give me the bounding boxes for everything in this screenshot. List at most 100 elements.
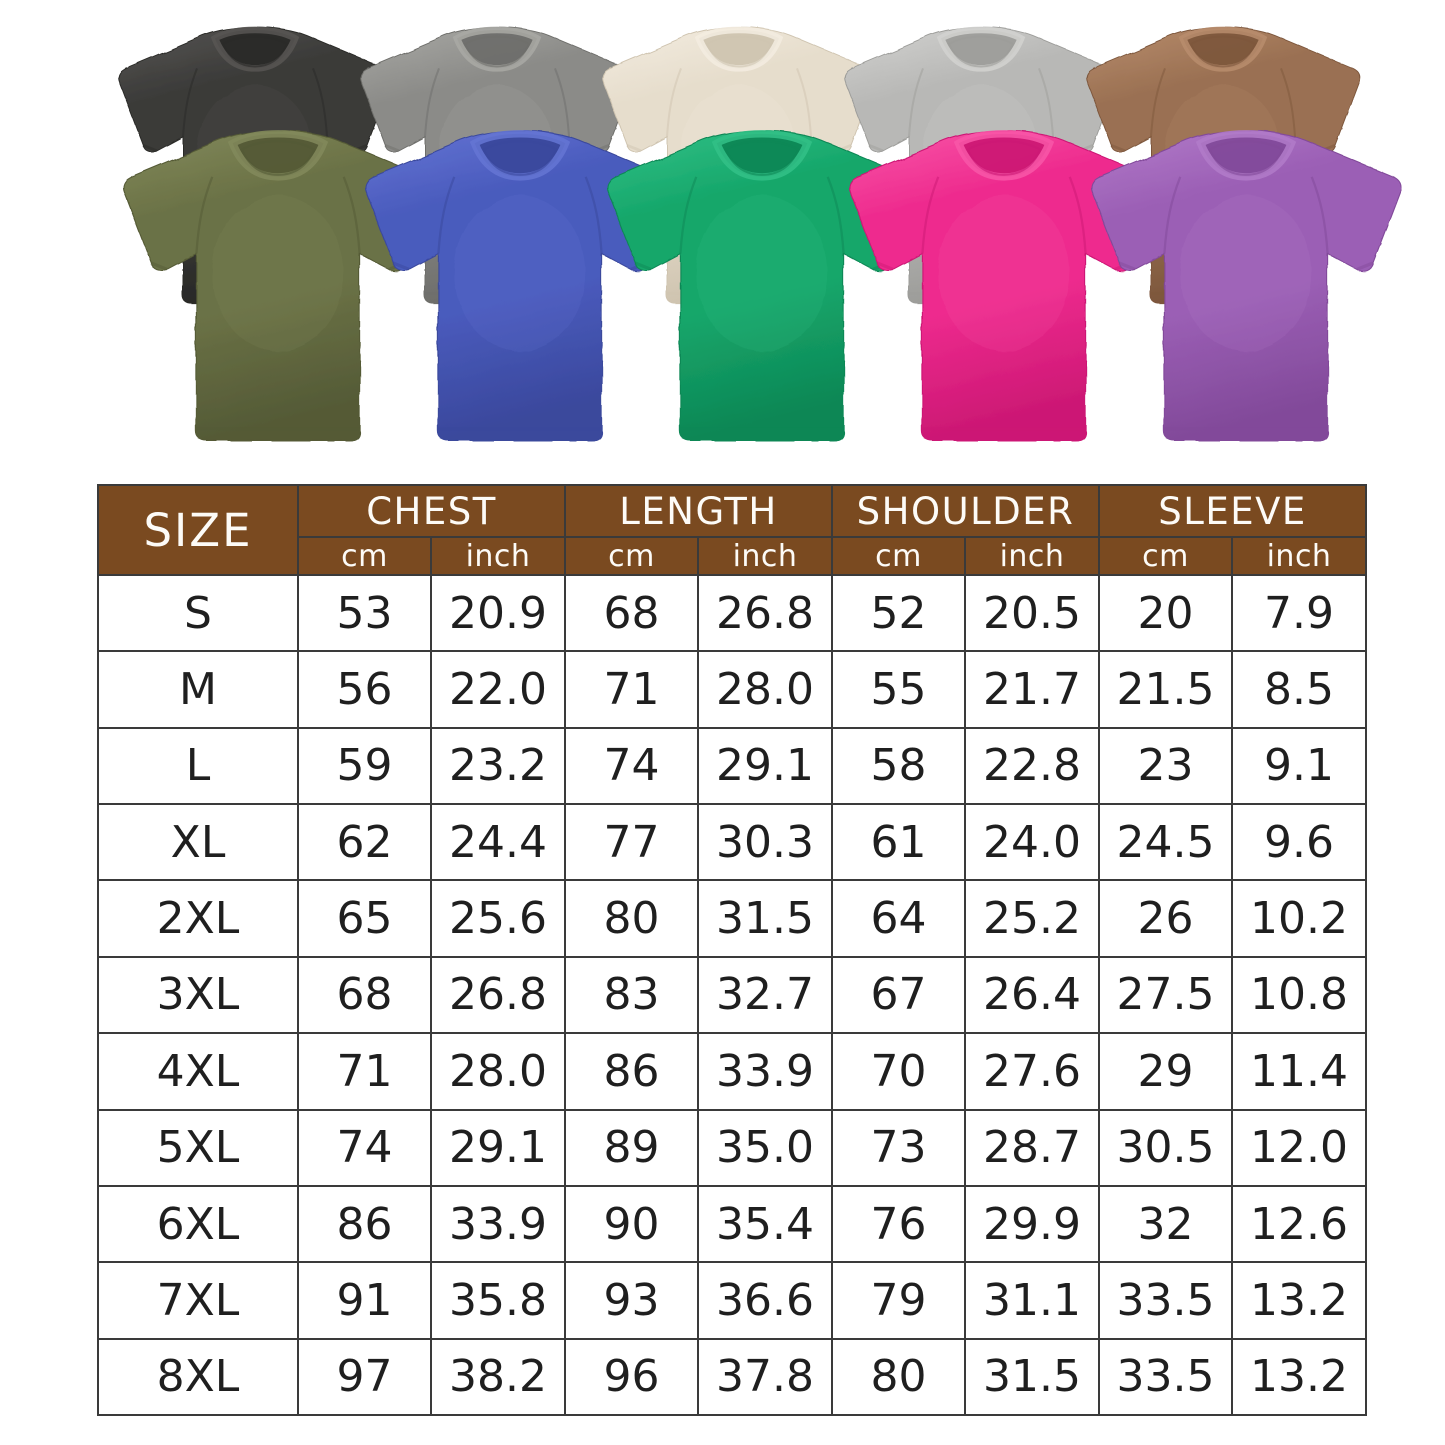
measurement-cell: 35.8: [430, 1261, 566, 1340]
measurement-cell: 70: [831, 1032, 967, 1111]
table-row: L 59 23.2 74 29.1 58 22.8 23 9.1: [97, 726, 1368, 806]
header-unit-shoulder-cm: cm: [831, 536, 967, 576]
header-group-row: SIZE CHEST LENGTH SHOULDER SLEEVE: [97, 484, 1368, 576]
size-cell: 8XL: [97, 1337, 299, 1417]
measurement-cell: 93: [564, 1261, 699, 1340]
table-body: S 53 20.9 68 26.8 52 20.5 20 7.9 M 56 22.0 71 28.0 55 2…: [97, 573, 1368, 1417]
measurement-cell: 26.8: [430, 955, 566, 1035]
header-group-shoulder: SHOULDER: [831, 484, 1101, 538]
measurement-cell: 10.2: [1231, 879, 1368, 958]
measurement-cell: 28.0: [696, 650, 834, 729]
measurement-cell: 52: [831, 573, 967, 653]
measurement-cell: 21.5: [1098, 650, 1234, 729]
measurement-cell: 23: [1098, 726, 1234, 806]
measurement-cell: 33.9: [430, 1184, 566, 1264]
measurement-cell: 33.5: [1098, 1337, 1234, 1417]
measurement-cell: 9.1: [1231, 726, 1368, 806]
measurement-cell: 20: [1098, 573, 1234, 653]
measurement-cell: 13.2: [1231, 1261, 1368, 1340]
measurement-cell: 71: [297, 1032, 432, 1111]
purple-tshirt: [1076, 116, 1416, 452]
size-cell: XL: [97, 803, 299, 882]
measurement-cell: 29.1: [696, 726, 834, 806]
size-cell: 7XL: [97, 1261, 299, 1340]
table-row: 6XL 86 33.9 90 35.4 76 29.9 32 12.6: [97, 1184, 1368, 1264]
measurement-cell: 37.8: [696, 1337, 834, 1417]
size-cell: 3XL: [97, 955, 299, 1035]
measurement-cell: 26.4: [964, 955, 1101, 1035]
header-unit-sleeve-cm: cm: [1098, 536, 1234, 576]
measurement-cell: 80: [564, 879, 699, 958]
measurement-cell: 27.5: [1098, 955, 1234, 1035]
olive-green-tshirt: [108, 116, 448, 452]
measurement-cell: 80: [831, 1337, 967, 1417]
measurement-cell: 13.2: [1231, 1337, 1368, 1417]
table-row: 7XL 91 35.8 93 36.6 79 31.1 33.5 13.2: [97, 1261, 1368, 1340]
header-group-length: LENGTH: [563, 484, 834, 538]
measurement-cell: 12.6: [1231, 1184, 1368, 1264]
vintage-acid-wash-tshirt-gallery: [0, 0, 1445, 465]
emerald-green-tshirt: [592, 116, 932, 452]
table-row: 5XL 74 29.1 89 35.0 73 28.7 30.5 12.0: [97, 1108, 1368, 1187]
measurement-cell: 86: [297, 1184, 432, 1264]
table-row: 4XL 71 28.0 86 33.9 70 27.6 29 11.4: [97, 1032, 1368, 1111]
measurement-cell: 97: [297, 1337, 432, 1417]
measurement-cell: 68: [297, 955, 432, 1035]
measurement-cell: 22.8: [964, 726, 1101, 806]
header-unit-row: cm inch cm inch cm inch cm inch: [98, 536, 1368, 576]
table-row: M 56 22.0 71 28.0 55 21.7 21.5 8.5: [97, 650, 1368, 729]
measurement-cell: 32: [1098, 1184, 1234, 1264]
measurement-cell: 32.7: [696, 955, 834, 1035]
measurement-cell: 30.3: [696, 803, 834, 882]
measurement-cell: 64: [831, 879, 967, 958]
measurement-cell: 8.5: [1231, 650, 1368, 729]
header-group-sleeve: SLEEVE: [1098, 484, 1368, 538]
size-chart-table-wrapper: SIZE CHEST LENGTH SHOULDER SLEEVE cm inc…: [97, 484, 1368, 1417]
measurement-cell: 25.6: [430, 879, 566, 958]
measurement-cell: 9.6: [1231, 803, 1368, 882]
measurement-cell: 58: [831, 726, 967, 806]
measurement-cell: 25.2: [964, 879, 1101, 958]
measurement-cell: 89: [564, 1108, 699, 1187]
measurement-cell: 7.9: [1231, 573, 1368, 653]
size-cell: 6XL: [97, 1184, 299, 1264]
table-row: 2XL 65 25.6 80 31.5 64 25.2 26 10.2: [97, 879, 1368, 958]
measurement-cell: 24.5: [1098, 803, 1234, 882]
measurement-cell: 96: [564, 1337, 699, 1417]
header-unit-shoulder-inch: inch: [964, 536, 1101, 576]
measurement-cell: 90: [564, 1184, 699, 1264]
size-cell: S: [97, 573, 299, 653]
header-unit-length-cm: cm: [564, 536, 699, 576]
measurement-cell: 23.2: [430, 726, 566, 806]
measurement-cell: 56: [297, 650, 432, 729]
measurement-cell: 59: [297, 726, 432, 806]
table-row: XL 62 24.4 77 30.3 61 24.0 24.5 9.6: [97, 803, 1368, 882]
measurement-cell: 83: [564, 955, 699, 1035]
measurement-cell: 29.1: [430, 1108, 566, 1187]
header-group-chest: CHEST: [297, 484, 566, 538]
measurement-cell: 91: [297, 1261, 432, 1340]
table-row: 8XL 97 38.2 96 37.8 80 31.5 33.5 13.2: [97, 1337, 1368, 1417]
measurement-cell: 28.0: [430, 1032, 566, 1111]
table-row: S 53 20.9 68 26.8 52 20.5 20 7.9: [97, 573, 1368, 653]
measurement-cell: 29.9: [964, 1184, 1101, 1264]
measurement-cell: 20.5: [964, 573, 1101, 653]
measurement-cell: 35.0: [696, 1108, 834, 1187]
size-chart-table: SIZE CHEST LENGTH SHOULDER SLEEVE cm inc…: [97, 484, 1368, 1417]
header-unit-sleeve-inch: inch: [1231, 536, 1368, 576]
size-cell: 5XL: [97, 1108, 299, 1187]
measurement-cell: 53: [297, 573, 432, 653]
measurement-cell: 36.6: [696, 1261, 834, 1340]
header-unit-length-inch: inch: [696, 536, 834, 576]
measurement-cell: 77: [564, 803, 699, 882]
size-cell: 4XL: [97, 1032, 299, 1111]
measurement-cell: 67: [831, 955, 967, 1035]
measurement-cell: 35.4: [696, 1184, 834, 1264]
measurement-cell: 68: [564, 573, 699, 653]
measurement-cell: 20.9: [430, 573, 566, 653]
measurement-cell: 24.0: [964, 803, 1101, 882]
measurement-cell: 76: [831, 1184, 967, 1264]
measurement-cell: 30.5: [1098, 1108, 1234, 1187]
measurement-cell: 22.0: [430, 650, 566, 729]
measurement-cell: 74: [564, 726, 699, 806]
